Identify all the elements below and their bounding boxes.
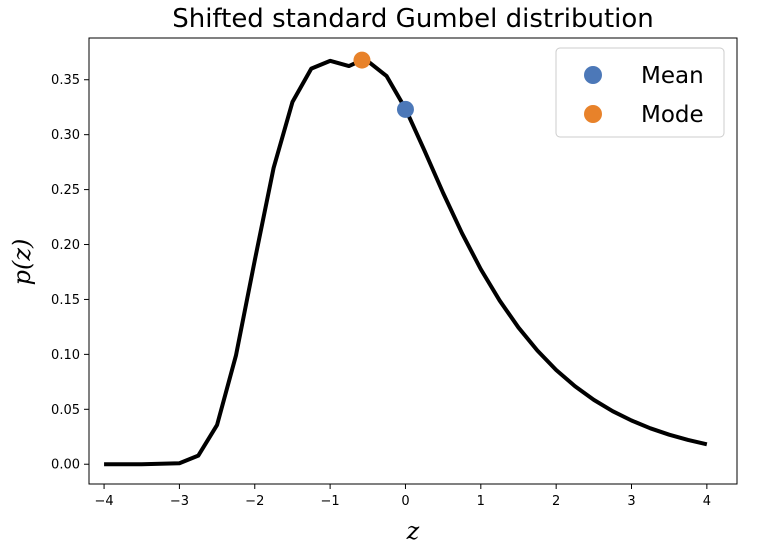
- x-tick-label: 3: [627, 494, 635, 509]
- x-tick-label: −1: [321, 494, 340, 509]
- mode-point: [353, 51, 371, 69]
- y-tick-label: 0.15: [51, 293, 80, 308]
- x-tick-label: 1: [477, 494, 485, 509]
- x-tick-label: 4: [703, 494, 711, 509]
- y-tick-label: 0.00: [51, 458, 80, 473]
- x-tick-label: 0: [401, 494, 409, 509]
- y-tick-label: 0.30: [51, 128, 80, 143]
- x-axis: −4 −3 −2 −1 0 1 2 3 4: [94, 484, 711, 509]
- plot-area: [88, 37, 738, 485]
- x-tick-label: 2: [552, 494, 560, 509]
- legend-marker-mean: [584, 66, 602, 84]
- y-tick-label: 0.10: [51, 348, 80, 363]
- y-tick-label: 0.20: [51, 238, 80, 253]
- x-tick-label: −3: [170, 494, 189, 509]
- plot-frame: [88, 37, 738, 485]
- density-curve: [104, 58, 708, 467]
- chart-title: Shifted standard Gumbel distribution: [172, 4, 654, 34]
- y-tick-label: 0.25: [51, 183, 80, 198]
- y-axis: 0.00 0.05 0.10 0.15 0.20 0.25 0.30 0.35: [51, 73, 89, 473]
- x-tick-label: −2: [245, 494, 264, 509]
- y-axis-label: p(z): [8, 239, 36, 286]
- legend-label-mean: Mean: [641, 63, 704, 89]
- x-axis-label: z: [406, 517, 420, 545]
- mean-point: [396, 100, 414, 118]
- y-tick-label: 0.05: [51, 403, 80, 418]
- legend-label-mode: Mode: [641, 102, 704, 128]
- x-tick-label: −4: [94, 494, 113, 509]
- y-tick-label: 0.35: [51, 73, 80, 88]
- legend-marker-mode: [584, 105, 602, 123]
- legend: Mean Mode: [555, 47, 725, 138]
